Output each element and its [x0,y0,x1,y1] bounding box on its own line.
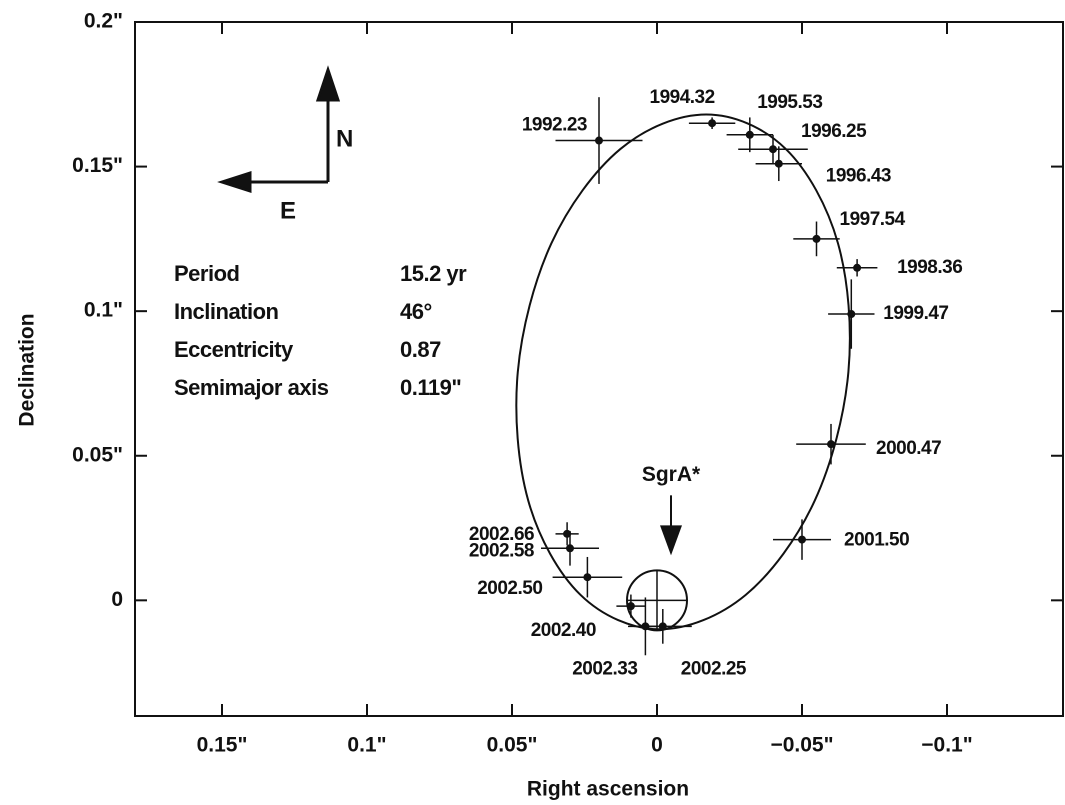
parameter-name: Eccentricity [174,337,294,362]
y-tick-label: 0.2" [84,10,123,33]
compass [217,65,341,194]
sgra-label: SgrA* [642,463,701,486]
point-label: 2002.40 [531,620,596,641]
data-point [774,159,783,168]
data-point [566,544,574,553]
sgra-arrow-head [660,525,682,556]
data-point [798,535,806,544]
data-point [641,622,650,631]
data-point [595,136,603,145]
point-label: 1994.32 [650,87,715,108]
x-tick-label: 0 [651,734,663,757]
x-tick-label: −0.1" [921,734,972,757]
point-label: 2000.47 [876,438,941,459]
x-tick-label: 0.05" [487,734,538,757]
point-label: 1997.54 [840,209,906,230]
y-axis-title: Declination [16,313,39,426]
point-label: 2002.66 [469,524,534,545]
data-point [583,573,592,582]
point-label: 2002.25 [681,658,747,679]
orbit [515,113,851,631]
data-point [563,529,572,538]
data-point [827,440,835,449]
data-point [853,263,862,272]
point-label: 1998.36 [897,257,962,278]
point-label: 1995.53 [757,92,822,113]
point-label: 1999.47 [883,303,948,324]
data-point [626,602,635,611]
parameter-value: 46° [400,299,432,324]
point-label: 1996.25 [801,121,867,142]
data-point [812,234,821,243]
x-tick-label: 0.15" [197,734,248,757]
compass-north: N [336,125,353,152]
data-point [847,310,856,319]
parameter-value: 15.2 yr [400,261,467,286]
y-tick-label: 0 [111,588,123,611]
point-label: 1992.23 [522,115,587,136]
parameter-name: Inclination [174,299,279,324]
point-label: 2002.58 [469,540,534,561]
data-point [745,130,754,139]
y-tick-label: 0.05" [72,443,123,466]
point-label: 2002.50 [477,578,542,599]
y-tick-label: 0.1" [84,299,123,322]
point-label: 1996.43 [826,166,891,187]
point-label: 2002.33 [572,658,637,679]
data-point [708,119,717,128]
parameter-name: Period [174,261,239,286]
data-point [769,145,777,154]
x-tick-label: −0.05" [770,734,833,757]
compass-east: E [280,197,296,224]
x-tick-label: 0.1" [347,734,386,757]
parameter-value: 0.87 [400,337,441,362]
parameter-name: Semimajor axis [174,375,329,400]
plot-frame [134,21,1064,717]
compass-east-arrow [217,170,252,194]
parameter-value: 0.119" [400,375,461,400]
x-axis-title: Right ascension [527,778,689,801]
point-label: 2001.50 [844,530,909,551]
compass-north-arrow [315,65,341,102]
y-tick-label: 0.15" [72,154,123,177]
